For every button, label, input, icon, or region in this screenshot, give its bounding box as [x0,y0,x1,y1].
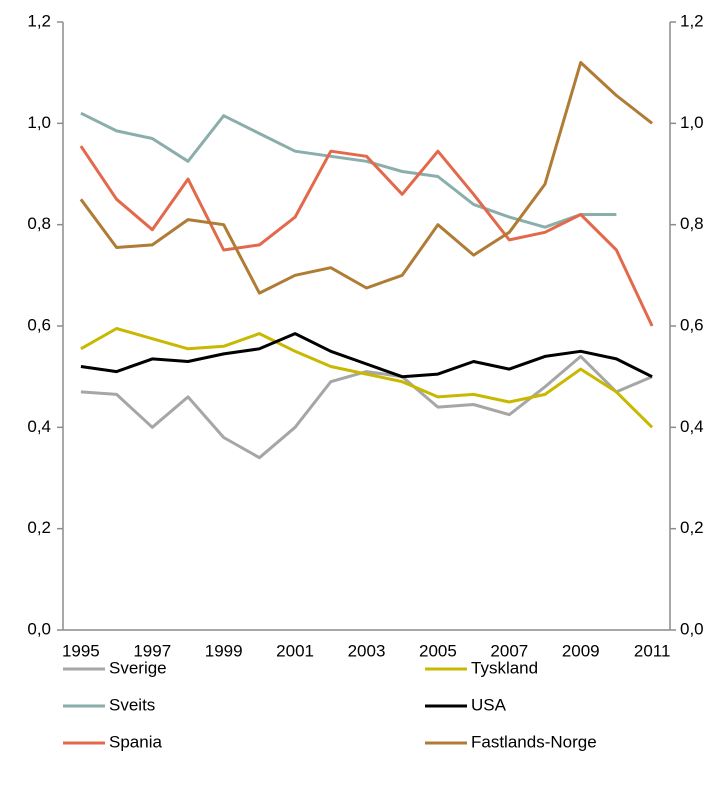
line-series [80,354,653,460]
legend-label: Tyskland [471,658,538,677]
y2-tick-label: 1,0 [680,113,704,132]
y-tick-label: 0,6 [27,315,51,334]
legend-label: Spania [109,732,162,751]
line-series [80,327,654,429]
y2-tick-label: 1,2 [680,11,704,30]
x-tick-label: 1995 [62,641,100,660]
y2-tick-label: 0,8 [680,214,704,233]
legend-label: Fastlands-Norge [471,732,597,751]
y-tick-label: 1,0 [27,113,51,132]
legend-label: Sveits [109,695,155,714]
x-tick-label: 2007 [490,641,528,660]
line-series [80,332,653,379]
x-tick-label: 2001 [276,641,314,660]
y-tick-label: 0,0 [27,619,51,638]
line-series [79,145,654,327]
y-tick-label: 1,2 [27,11,51,30]
x-tick-label: 1997 [133,641,171,660]
y2-tick-label: 0,4 [680,417,704,436]
legend-label: USA [471,695,507,714]
x-tick-label: 2005 [419,641,457,660]
x-tick-label: 2011 [634,641,671,660]
x-tick-label: 2003 [348,641,386,660]
x-tick-label: 2009 [562,641,600,660]
y2-tick-label: 0,6 [680,315,704,334]
y-tick-label: 0,4 [27,417,51,436]
legend-label: Sverige [109,658,167,677]
line-series [80,111,617,229]
y2-tick-label: 0,0 [680,619,704,638]
y-tick-label: 0,8 [27,214,51,233]
y-tick-label: 0,2 [27,518,51,537]
line-series [79,61,654,295]
x-tick-label: 1999 [205,641,243,660]
y2-tick-label: 0,2 [680,518,704,537]
